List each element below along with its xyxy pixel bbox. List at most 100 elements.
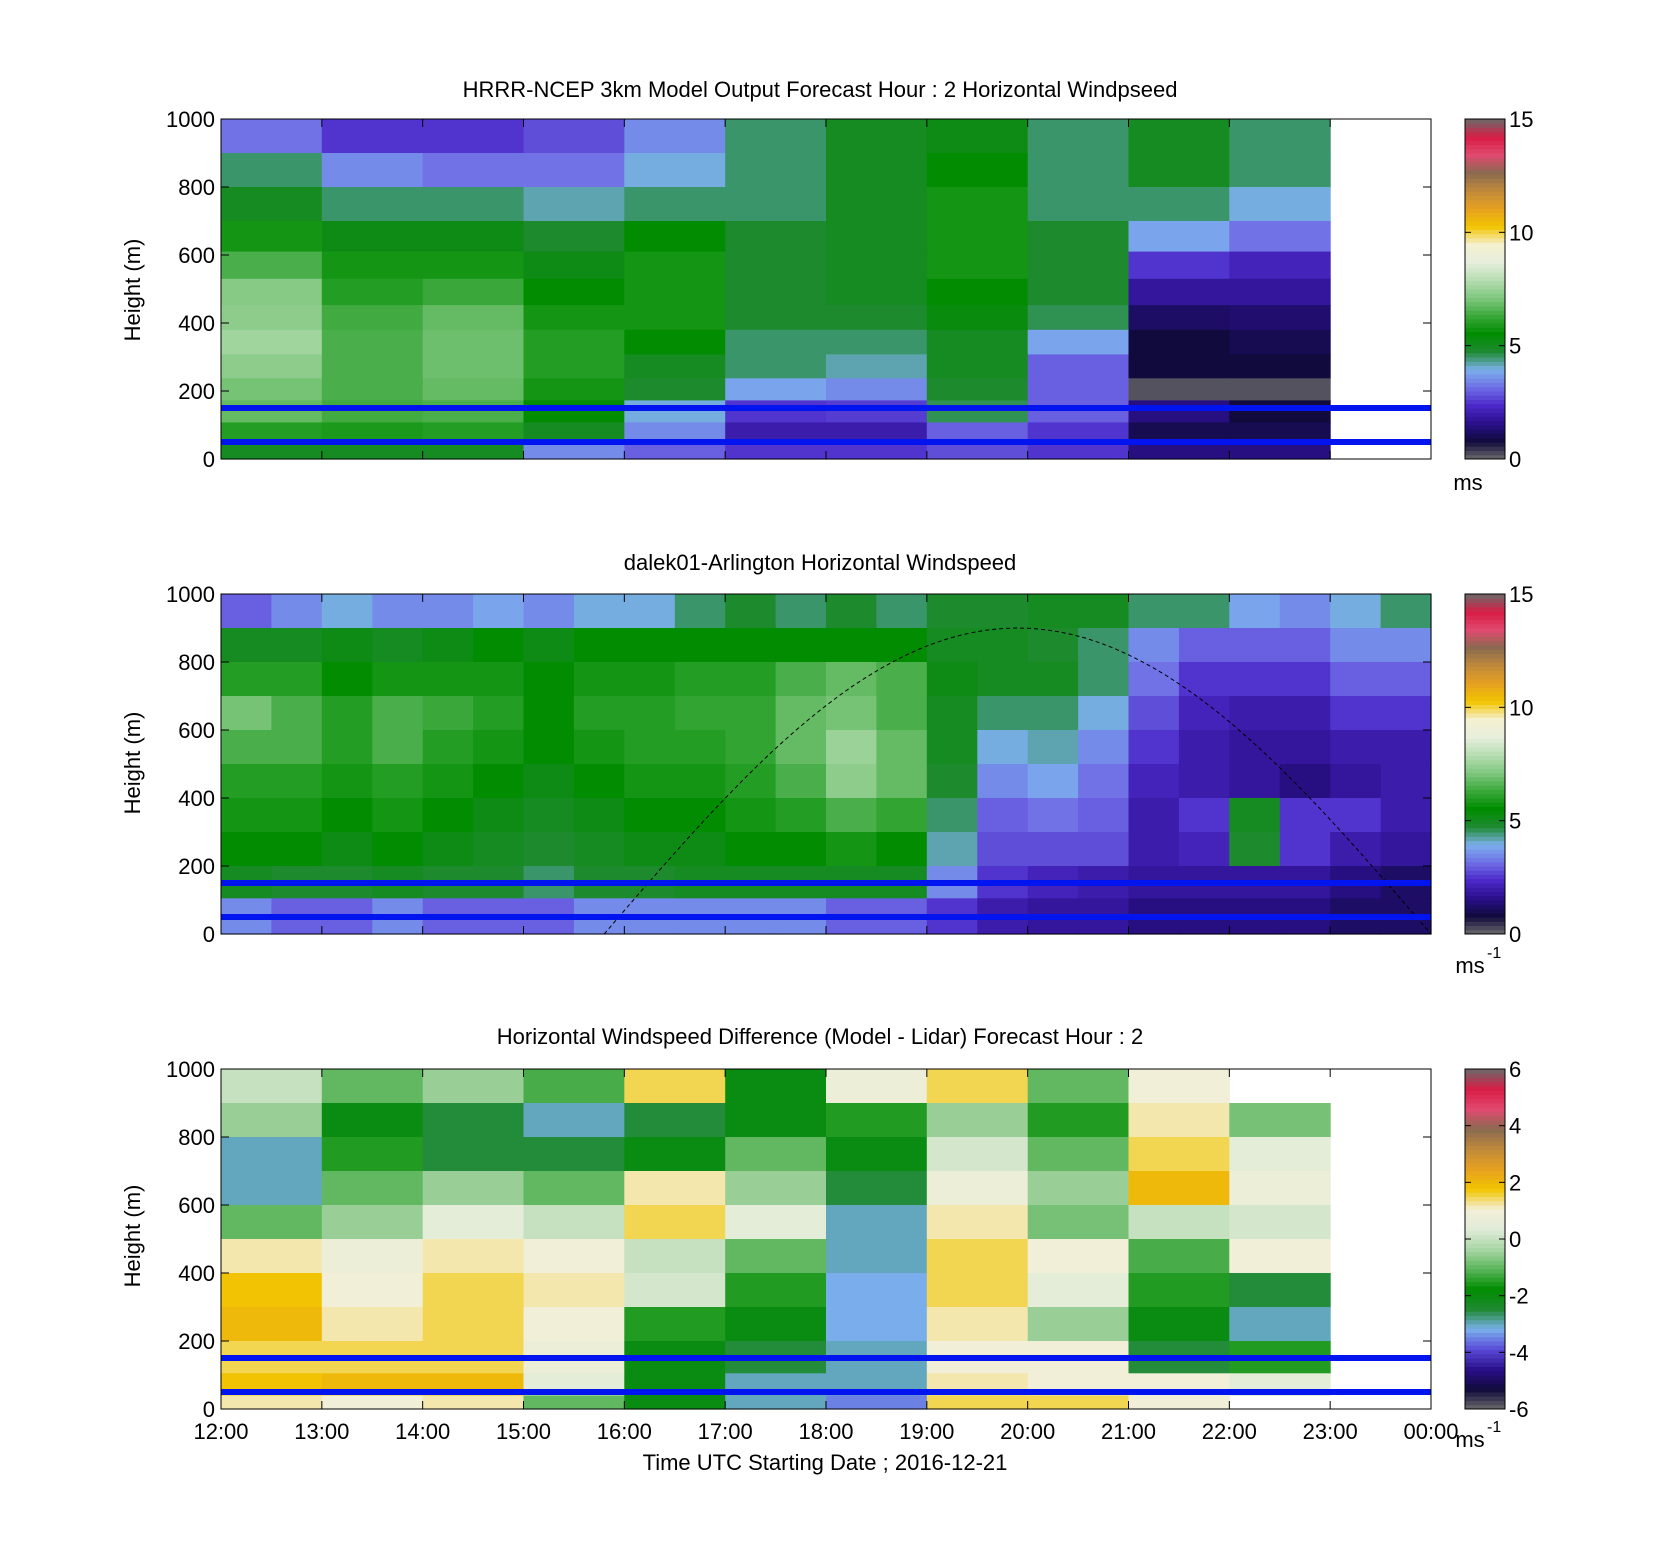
- colorbar-segment: [1465, 408, 1505, 413]
- heatmap-cell: [826, 153, 928, 188]
- heatmap-cell: [926, 1395, 1029, 1410]
- heatmap-cell: [422, 221, 525, 253]
- colorbar-segment: [1465, 229, 1505, 235]
- overlay-layer: [221, 405, 1431, 445]
- overlay-layer: [221, 627, 1432, 935]
- colorbar-segment: [1465, 1290, 1505, 1295]
- heatmap-cell: [1229, 730, 1281, 765]
- heatmap-cell: [1229, 798, 1281, 833]
- colorbar-segment: [1465, 866, 1505, 871]
- colorbar-segment: [1465, 136, 1505, 141]
- heatmap-cell: [523, 329, 625, 355]
- colorbar-segment: [1465, 785, 1505, 790]
- colorbar-segment: [1465, 751, 1505, 756]
- colorbar-segment: [1465, 1256, 1505, 1261]
- colorbar-segment: [1465, 1103, 1505, 1108]
- heatmap-cell: [422, 628, 474, 663]
- heatmap-cell: [1027, 1273, 1130, 1308]
- heatmap-cell: [926, 1137, 1029, 1172]
- colorbar-segment: [1465, 823, 1505, 829]
- heatmap-cell: [775, 764, 827, 799]
- heatmap-cell: [674, 730, 726, 765]
- heatmap-cell: [1229, 1307, 1331, 1342]
- colorbar-segment: [1465, 1324, 1505, 1329]
- heatmap-cell: [422, 832, 474, 867]
- colorbar-segment: [1465, 352, 1505, 358]
- heatmap-cell: [775, 594, 827, 629]
- colorbar-segment: [1465, 1362, 1505, 1367]
- y-tick-label: 800: [178, 1125, 215, 1150]
- colorbar-segment: [1465, 144, 1505, 150]
- heatmap-cell: [473, 662, 525, 697]
- heatmap-cell: [1128, 251, 1230, 280]
- colorbar: 0 5 10 15: [1464, 107, 1533, 472]
- colorbar-segment: [1465, 289, 1505, 294]
- x-tick-label: 12:00: [193, 1419, 248, 1444]
- heatmap-cell: [926, 278, 1029, 306]
- heatmap-cell: [221, 798, 272, 833]
- heatmap-cell: [1229, 153, 1331, 188]
- colorbar-segment: [1465, 883, 1505, 888]
- colorbar-segment: [1465, 1137, 1505, 1142]
- heatmap-cell: [1178, 662, 1230, 697]
- heatmap-cell: [221, 594, 272, 629]
- colorbar-segment: [1465, 284, 1505, 290]
- colorbar-segment: [1465, 442, 1505, 447]
- heatmap-cell: [1178, 730, 1230, 765]
- heatmap-cell: [725, 119, 827, 154]
- colorbar-segment: [1465, 895, 1505, 901]
- heatmap-cell: [1027, 1103, 1130, 1138]
- heatmap-cell: [1128, 305, 1230, 331]
- heatmap-cell: [321, 354, 424, 379]
- heatmap-cell: [523, 594, 575, 629]
- colorbar-segment: [1465, 395, 1505, 400]
- colorbar-segment: [1465, 221, 1505, 226]
- heatmap-cell: [624, 1137, 726, 1172]
- heatmap-cell: [1229, 119, 1331, 154]
- heatmap-cell: [826, 662, 877, 697]
- heatmap-cell: [775, 628, 827, 663]
- heatmap-cell: [725, 1307, 827, 1342]
- colorbar-segment: [1465, 887, 1505, 892]
- heatmap-cell: [926, 696, 978, 731]
- heatmap-cell: [926, 764, 978, 799]
- heatmap-cell: [221, 1137, 323, 1172]
- colorbar-frame: [1464, 118, 1506, 460]
- y-tick-label: 800: [178, 650, 215, 675]
- heatmap-cell: [1330, 764, 1382, 799]
- colorbar-segment: [1465, 170, 1505, 175]
- colorbar-segment: [1465, 1273, 1505, 1278]
- colorbar-segment: [1465, 331, 1505, 337]
- heatmap-cell: [523, 1137, 625, 1172]
- heatmap-cell: [624, 730, 676, 765]
- y-tick-label: 200: [178, 379, 215, 404]
- heatmap-cell: [826, 730, 877, 765]
- heatmap-cell: [523, 278, 625, 306]
- heatmap-cell: [876, 798, 928, 833]
- heatmap-cell: [725, 1171, 827, 1206]
- heatmap-cell: [926, 832, 978, 867]
- heatmap-cell: [1128, 1205, 1230, 1240]
- heatmap-cell: [1229, 1205, 1331, 1240]
- y-tick-label: 600: [178, 1193, 215, 1218]
- heatmap-cell: [321, 1239, 424, 1274]
- heatmap-cell: [1178, 696, 1230, 731]
- x-tick-label: 17:00: [698, 1419, 753, 1444]
- colorbar-segment: [1465, 199, 1505, 205]
- colorbar-segment: [1465, 1336, 1505, 1342]
- heatmap-cell: [1078, 696, 1130, 731]
- heatmap-cell: [523, 187, 625, 222]
- heatmap-cell: [321, 251, 424, 280]
- heatmap-cell: [826, 305, 928, 331]
- heatmap-cell: [422, 1137, 525, 1172]
- colorbar-segment: [1465, 382, 1505, 388]
- colorbar-segment: [1465, 378, 1505, 383]
- heatmap-cell: [977, 730, 1029, 765]
- heatmap-cell: [221, 305, 323, 331]
- heatmap-cell: [523, 628, 575, 663]
- heatmap-cell: [523, 1273, 625, 1308]
- colorbar-segment: [1465, 1307, 1505, 1312]
- heatmap-cell: [1229, 251, 1331, 280]
- colorbar-segment: [1465, 157, 1505, 162]
- heatmap-cell: [826, 1069, 928, 1104]
